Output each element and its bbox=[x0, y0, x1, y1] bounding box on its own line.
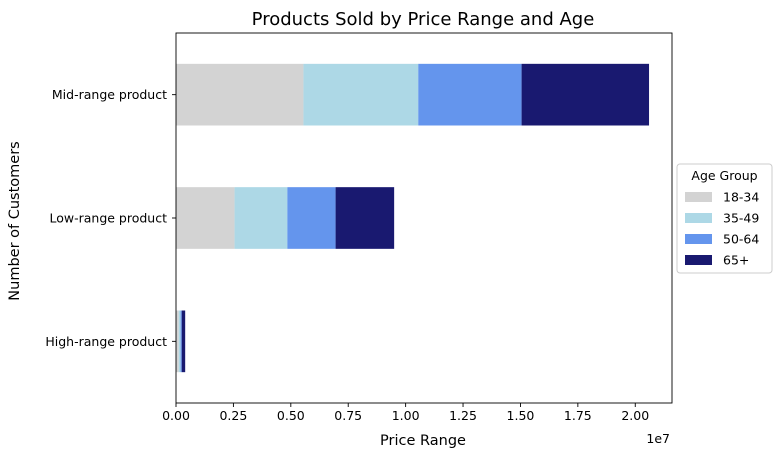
bar-high-range-product-35-49 bbox=[178, 310, 181, 373]
x-tick-label: 1.25 bbox=[449, 408, 477, 423]
x-tick-label: 0.50 bbox=[277, 408, 305, 423]
x-tick-label: 1.00 bbox=[392, 408, 420, 423]
y-tick-label: Mid-range product bbox=[52, 87, 167, 102]
legend-box bbox=[676, 163, 773, 274]
x-tick-label: 1.50 bbox=[507, 408, 535, 423]
x-axis: 0.00 0.25 0.50 0.75 1.00 1.25 1.50 1.75 2.00 bbox=[162, 403, 649, 423]
bar-high-range-product-18-34 bbox=[176, 310, 179, 373]
x-tick-label: 0.00 bbox=[162, 408, 190, 423]
bar-mid-range-product-35-49 bbox=[303, 63, 419, 126]
y-tick-label: Low-range product bbox=[49, 211, 167, 226]
legend: Age Group 18-34 35-49 50-64 65+ bbox=[676, 163, 773, 274]
y-tick-label: High-range product bbox=[45, 334, 167, 349]
x-axis-offset-label: 1e7 bbox=[646, 431, 670, 446]
legend-swatch bbox=[685, 255, 712, 265]
bar-low-range-product-50-64 bbox=[287, 187, 336, 249]
legend-swatch bbox=[685, 192, 712, 202]
bar-low-range-product-35-49 bbox=[234, 187, 288, 249]
bar-low-range-product-18-34 bbox=[176, 187, 235, 249]
legend-title: Age Group bbox=[691, 168, 757, 183]
legend-swatch bbox=[685, 234, 712, 244]
x-tick-label: 0.75 bbox=[334, 408, 362, 423]
bar-low-range-product-65- bbox=[335, 187, 395, 249]
plot-area bbox=[175, 32, 673, 404]
legend-swatch bbox=[685, 213, 712, 223]
bar-high-range-product-65- bbox=[181, 310, 186, 373]
legend-entry-label: 18-34 bbox=[723, 190, 759, 205]
x-tick-label: 1.75 bbox=[564, 408, 592, 423]
legend-entry-label: 50-64 bbox=[723, 232, 759, 247]
legend-entry-label: 65+ bbox=[723, 253, 749, 268]
bar-high-range-product-50-64 bbox=[180, 310, 182, 373]
bar-mid-range-product-18-34 bbox=[176, 63, 304, 126]
bar-mid-range-product-50-64 bbox=[418, 63, 522, 126]
chart-title: Products Sold by Price Range and Age bbox=[252, 9, 595, 30]
x-tick-label: 0.25 bbox=[219, 408, 247, 423]
x-tick-label: 2.00 bbox=[621, 408, 649, 423]
x-axis-label: Price Range bbox=[380, 433, 466, 449]
y-axis-label: Number of Customers bbox=[7, 141, 23, 300]
y-axis: High-range product Low-range product Mid-r… bbox=[45, 87, 176, 349]
bar-mid-range-product-65- bbox=[521, 63, 650, 126]
legend-entry-label: 35-49 bbox=[723, 211, 759, 226]
